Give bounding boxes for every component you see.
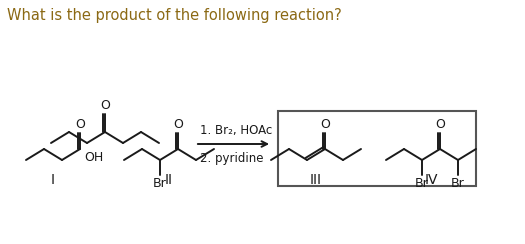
Text: Br: Br: [415, 177, 429, 190]
Bar: [278, 111, 476, 186]
Text: 2. pyridine: 2. pyridine: [200, 152, 264, 165]
Text: 1. Br₂, HOAc: 1. Br₂, HOAc: [200, 124, 272, 137]
Text: IV: IV: [424, 173, 438, 187]
Text: O: O: [75, 118, 85, 131]
Text: O: O: [320, 118, 330, 131]
Text: I: I: [51, 173, 55, 187]
Text: II: II: [165, 173, 173, 187]
Text: III: III: [310, 173, 322, 187]
Text: O: O: [435, 118, 445, 131]
Text: Br: Br: [153, 177, 167, 190]
Text: OH: OH: [84, 151, 103, 164]
Text: What is the product of the following reaction?: What is the product of the following rea…: [7, 8, 342, 23]
Text: Br: Br: [451, 177, 465, 190]
Text: O: O: [100, 99, 110, 112]
Text: O: O: [173, 118, 183, 131]
